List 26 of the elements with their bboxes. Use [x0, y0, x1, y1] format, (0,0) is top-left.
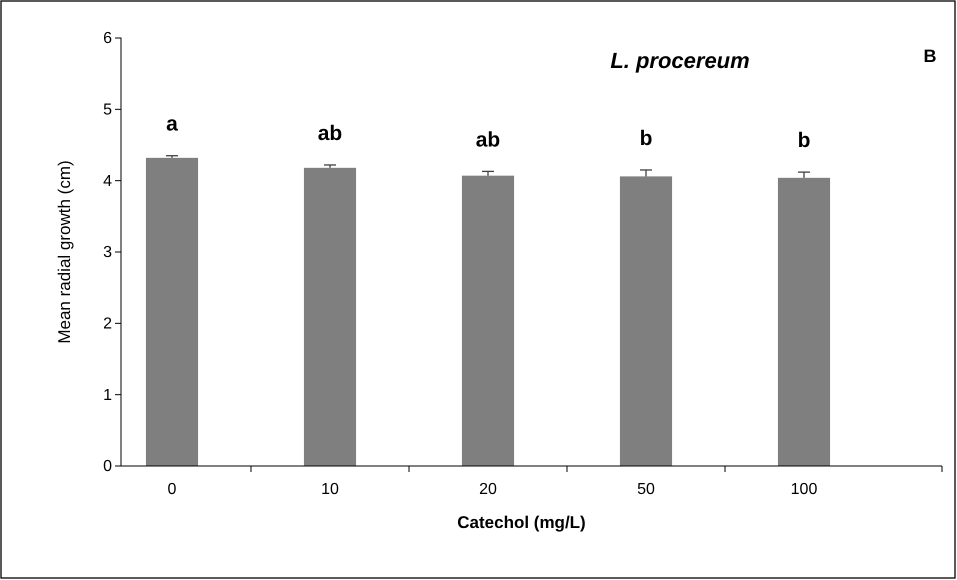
bar [304, 168, 356, 466]
y-tick-label: 0 [103, 458, 112, 476]
bar [778, 178, 830, 466]
y-axis-title: Mean radial growth (cm) [55, 160, 74, 344]
y-tick-label: 6 [103, 30, 112, 48]
bar [462, 176, 514, 466]
text: L. procereum [610, 48, 750, 73]
x-tick-label: 20 [479, 481, 497, 498]
y-tick-label: 3 [103, 244, 112, 262]
y-tick-label: 5 [103, 101, 112, 118]
bar [620, 176, 672, 466]
annotation: ab [318, 122, 342, 145]
annotation: ab [476, 128, 500, 152]
x-tick-label: 50 [637, 481, 655, 498]
y-tick-label: 4 [103, 172, 112, 190]
annotation: a [166, 112, 178, 136]
x-axis-title: Catechol (mg/L) [457, 513, 586, 532]
x-tick-label: 10 [321, 481, 339, 498]
x-tick-label: 100 [790, 481, 818, 498]
annotation: b [798, 129, 810, 152]
bar [146, 158, 198, 466]
y-tick-label: 2 [103, 315, 112, 332]
annotation: B [924, 46, 936, 66]
annotation: b [640, 126, 652, 150]
x-tick-label: 0 [168, 481, 177, 498]
y-tick-label: 1 [103, 386, 112, 404]
